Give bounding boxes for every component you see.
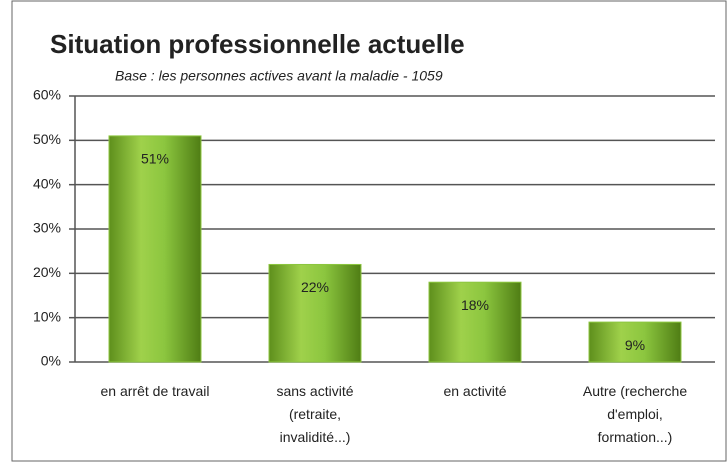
x-tick-label: Autre (recherche d'emploi, formation...) — [583, 383, 687, 445]
y-tick-label: 20% — [33, 264, 61, 280]
bar — [428, 281, 522, 363]
value-label: 22% — [301, 279, 329, 295]
y-tick-label: 10% — [33, 308, 61, 324]
y-tick-label: 50% — [33, 131, 61, 147]
x-tick-label-line: (retraite, — [289, 406, 341, 422]
value-label: 51% — [141, 151, 169, 167]
bar — [268, 263, 362, 363]
x-tick-label-line: Autre (recherche — [583, 383, 687, 399]
bar — [108, 135, 202, 363]
x-tick-label: sans activité (retraite, invalidité...) — [276, 383, 353, 445]
value-label: 9% — [625, 337, 645, 353]
x-tick-label-line: sans activité — [276, 383, 353, 399]
chart-subtitle: Base : les personnes actives avant la ma… — [115, 68, 443, 84]
bar — [588, 321, 682, 363]
value-label: 18% — [461, 297, 489, 313]
x-tick-label-line: en activité — [443, 383, 506, 399]
x-tick-label-line: formation...) — [598, 429, 673, 445]
y-tick-label: 60% — [33, 87, 61, 103]
x-tick-label: en activité — [443, 383, 506, 399]
y-tick-label: 40% — [33, 175, 61, 191]
y-tick-label: 0% — [41, 353, 61, 369]
x-tick-label-line: en arrêt de travail — [101, 383, 210, 399]
y-tick-label: 30% — [33, 220, 61, 236]
x-tick-label-line: d'emploi, — [607, 406, 663, 422]
x-tick-label: en arrêt de travail — [101, 383, 210, 399]
chart-title: Situation professionnelle actuelle — [50, 29, 465, 59]
x-tick-label-line: invalidité...) — [280, 429, 351, 445]
